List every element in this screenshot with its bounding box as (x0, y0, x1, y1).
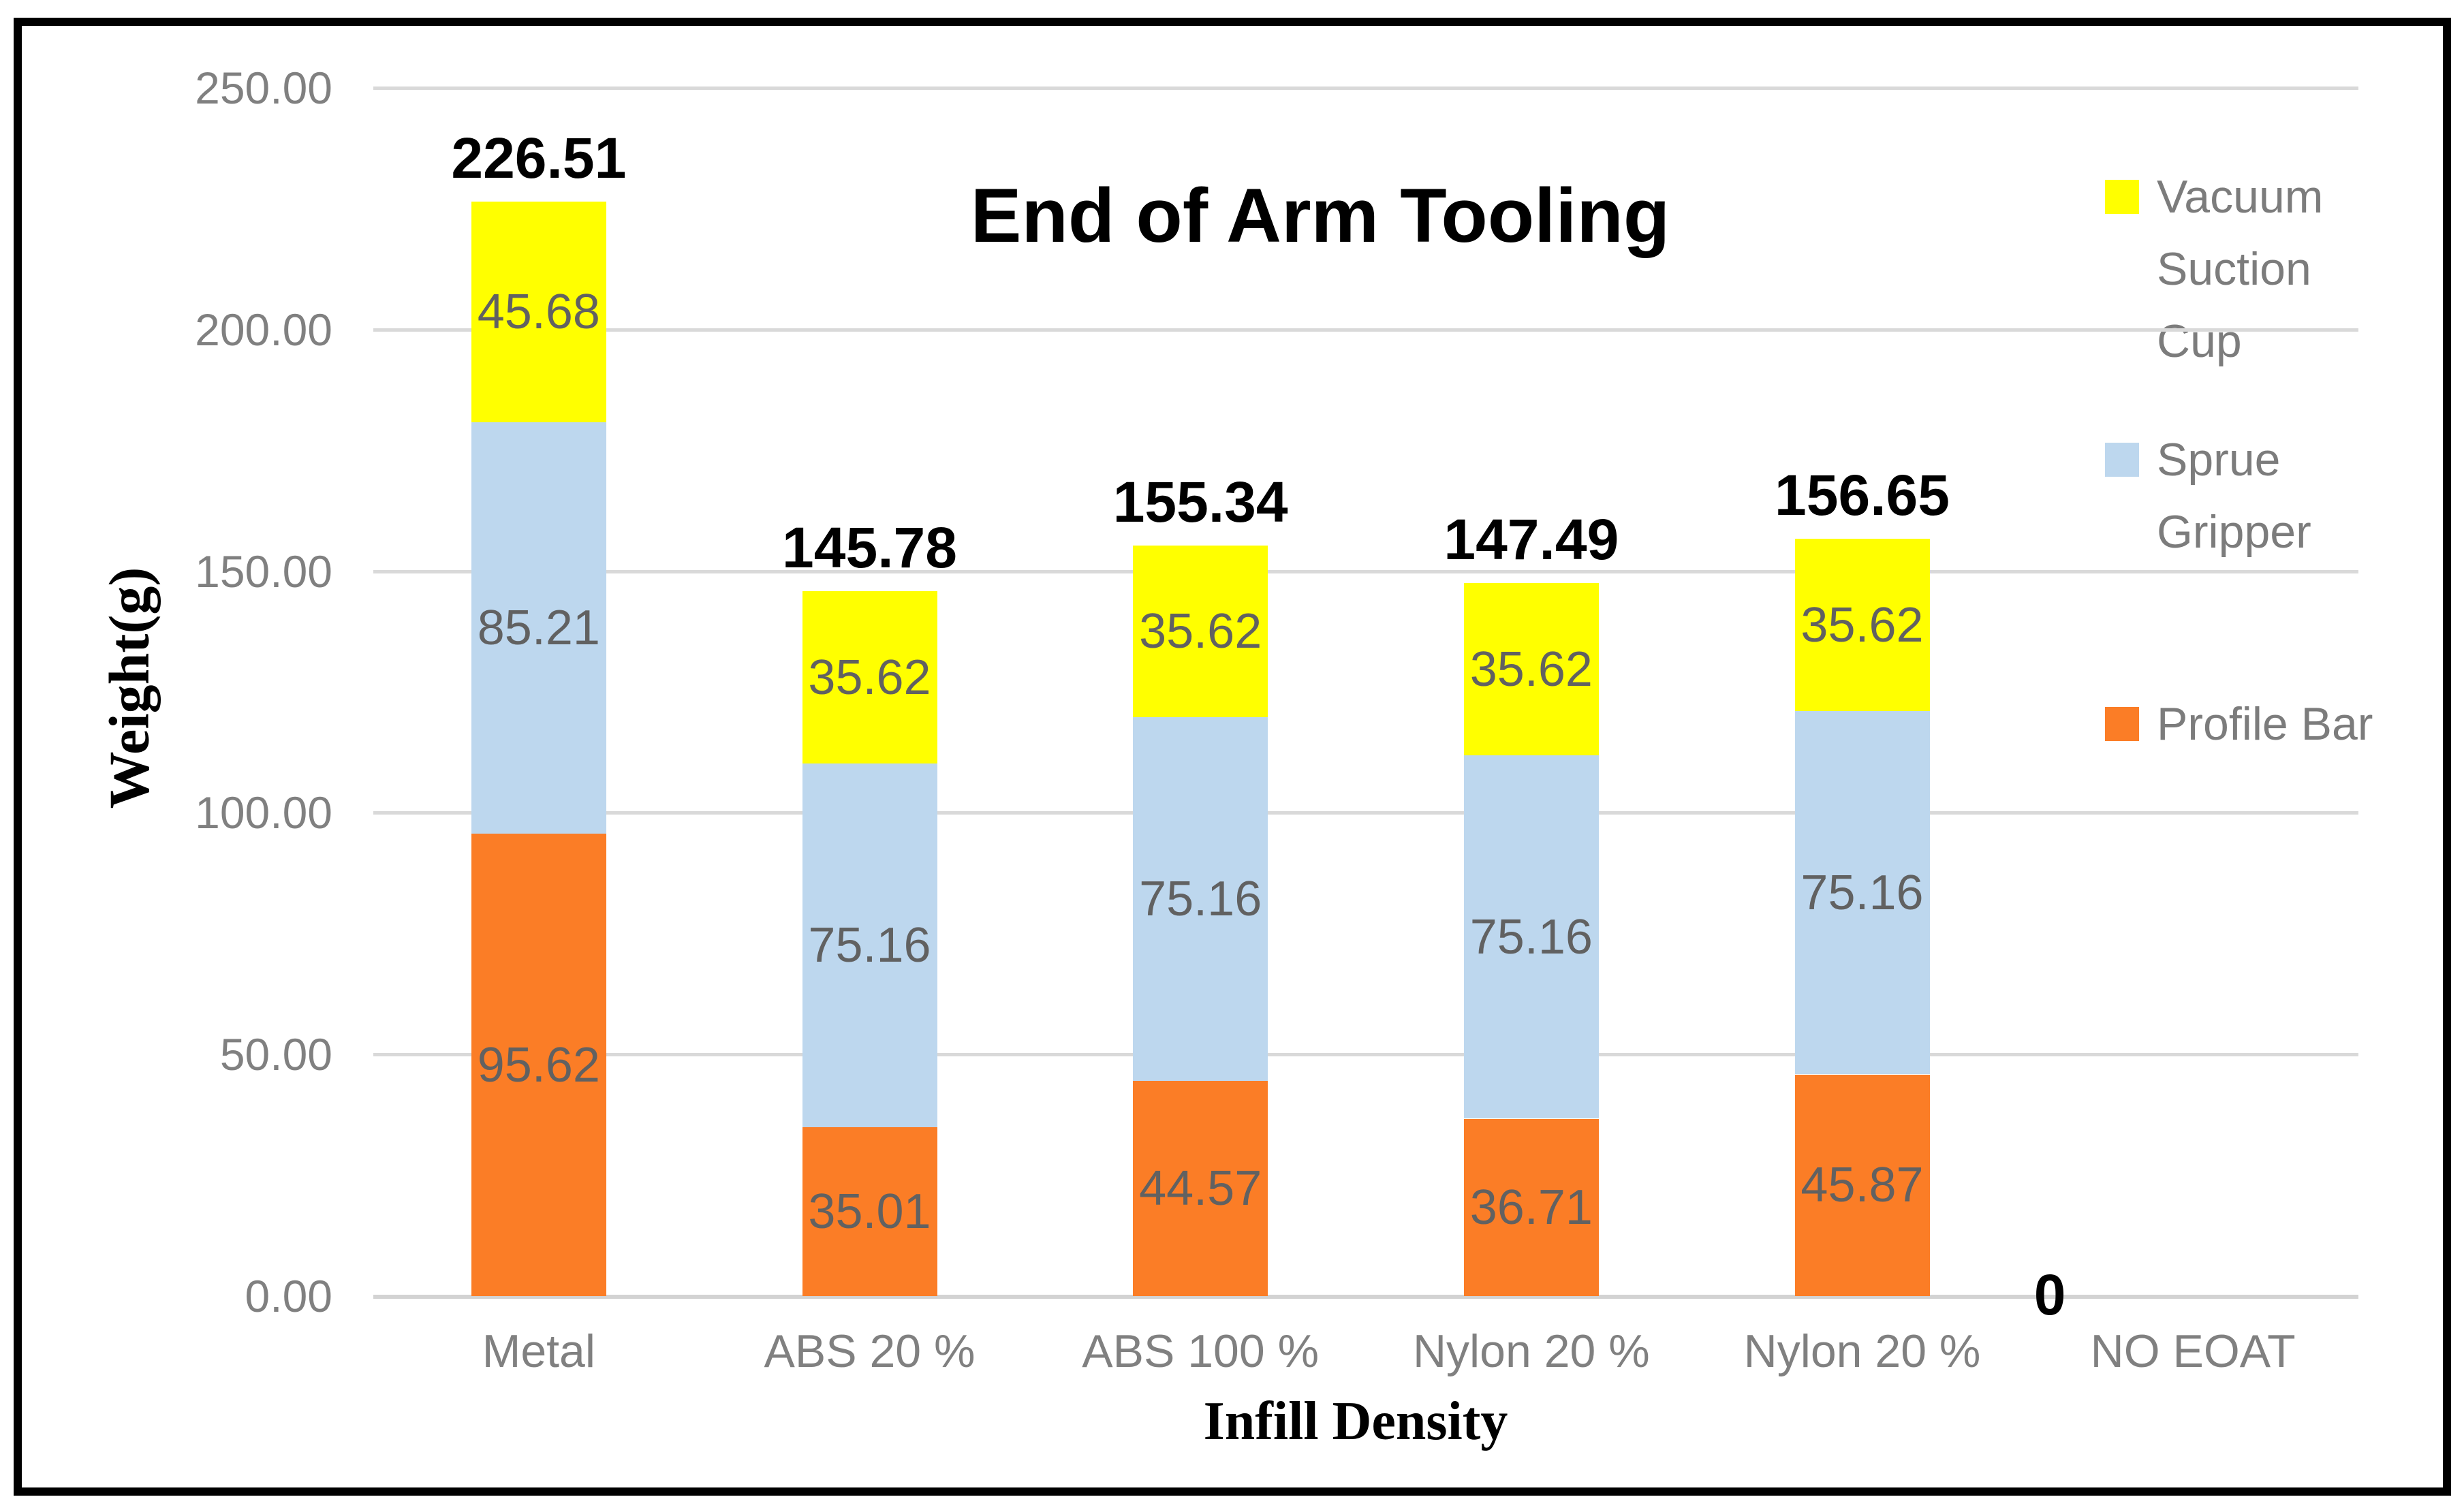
y-axis-tick-label: 100.00 (195, 787, 332, 838)
x-axis-category-label: Nylon 20 % (1743, 1325, 1981, 1377)
bar-total-label: 0 (2033, 1263, 2066, 1327)
x-axis-category-label: ABS 20 % (764, 1325, 976, 1377)
legend-label: Sprue Gripper (2157, 434, 2311, 558)
legend-label: Vacuum Suction Cup (2157, 171, 2324, 367)
bar-total-label: 145.78 (782, 516, 957, 580)
y-axis-tick-label: 200.00 (195, 304, 332, 355)
bar-segment-label: 35.62 (1139, 604, 1262, 659)
gridline (373, 328, 2358, 332)
bar-segment-profile-bar (1463, 1118, 1599, 1296)
x-axis-category-label: ABS 100 % (1082, 1325, 1320, 1377)
bar-segment-label: 75.16 (1800, 865, 1924, 920)
x-axis-category-label: NO EOAT (2090, 1325, 2296, 1377)
bar-total-label: 155.34 (1112, 469, 1288, 534)
bar-segment-label: 85.21 (477, 601, 600, 656)
bar-segment-label: 75.16 (1469, 909, 1593, 964)
chart-title: End of Arm Tooling (970, 173, 1670, 258)
bar-segment-label: 35.62 (1469, 642, 1593, 697)
bar-segment-sprue-gripper (471, 422, 606, 834)
x-axis-category-label: Metal (482, 1325, 595, 1377)
y-axis-tick-label: 0.00 (245, 1271, 332, 1321)
bar-segment-sprue-gripper (1794, 711, 1930, 1075)
y-axis-title: Weight(g) (97, 567, 161, 809)
bar-segment-vacuum-suction-cup (471, 201, 606, 422)
y-axis-tick-label: 50.00 (219, 1029, 332, 1080)
bar-segment-label: 35.62 (1800, 597, 1924, 652)
bar-segment-sprue-gripper (1133, 717, 1268, 1081)
bar-segment-vacuum-suction-cup (1133, 545, 1268, 718)
bar-segment-label: 75.16 (808, 917, 931, 973)
gridline (373, 569, 2358, 573)
bar-segment-label: 35.01 (808, 1184, 931, 1239)
bar-segment-vacuum-suction-cup (1463, 583, 1599, 756)
bar-segment-label: 44.57 (1139, 1161, 1262, 1216)
x-axis-category-label: Nylon 20 % (1412, 1325, 1650, 1377)
y-axis-tick-label: 250.00 (195, 63, 332, 113)
bar-segment-label: 35.62 (808, 650, 931, 705)
bar-segment-label: 95.62 (477, 1037, 600, 1092)
bar-segment-label: 45.68 (477, 284, 600, 339)
gridline (373, 1053, 2358, 1057)
bar-segment-label: 45.87 (1800, 1158, 1924, 1213)
x-axis-title: Infill Density (1203, 1391, 1508, 1451)
legend-swatch-icon (2105, 443, 2139, 477)
gridline (373, 86, 2358, 90)
bar-segment-label: 36.71 (1469, 1180, 1593, 1235)
bar-segment-vacuum-suction-cup (802, 591, 937, 764)
bar-segment-sprue-gripper (1463, 755, 1599, 1119)
legend-item: Sprue Gripper (2105, 424, 2311, 568)
bar-segment-profile-bar (802, 1127, 937, 1296)
legend-swatch-icon (2105, 707, 2139, 741)
bar-segment-vacuum-suction-cup (1794, 539, 1930, 712)
bar-segment-sprue-gripper (802, 763, 937, 1127)
gridline (373, 811, 2358, 815)
bar-total-label: 147.49 (1444, 507, 1619, 572)
y-axis-tick-label: 150.00 (195, 546, 332, 597)
bar-segment-profile-bar (471, 834, 606, 1296)
legend-swatch-icon (2105, 180, 2139, 214)
bar-segment-label: 75.16 (1139, 872, 1262, 927)
legend-item: Profile Bar (2105, 688, 2373, 760)
bar-segment-profile-bar (1133, 1080, 1268, 1296)
legend-item: Vacuum Suction Cup (2105, 161, 2323, 377)
chart-border (14, 18, 2451, 1496)
bar-total-label: 226.51 (451, 125, 627, 190)
gridline (373, 1295, 2358, 1299)
legend-label: Profile Bar (2157, 698, 2373, 750)
bar-segment-profile-bar (1794, 1074, 1930, 1296)
bar-total-label: 156.65 (1775, 463, 1950, 528)
